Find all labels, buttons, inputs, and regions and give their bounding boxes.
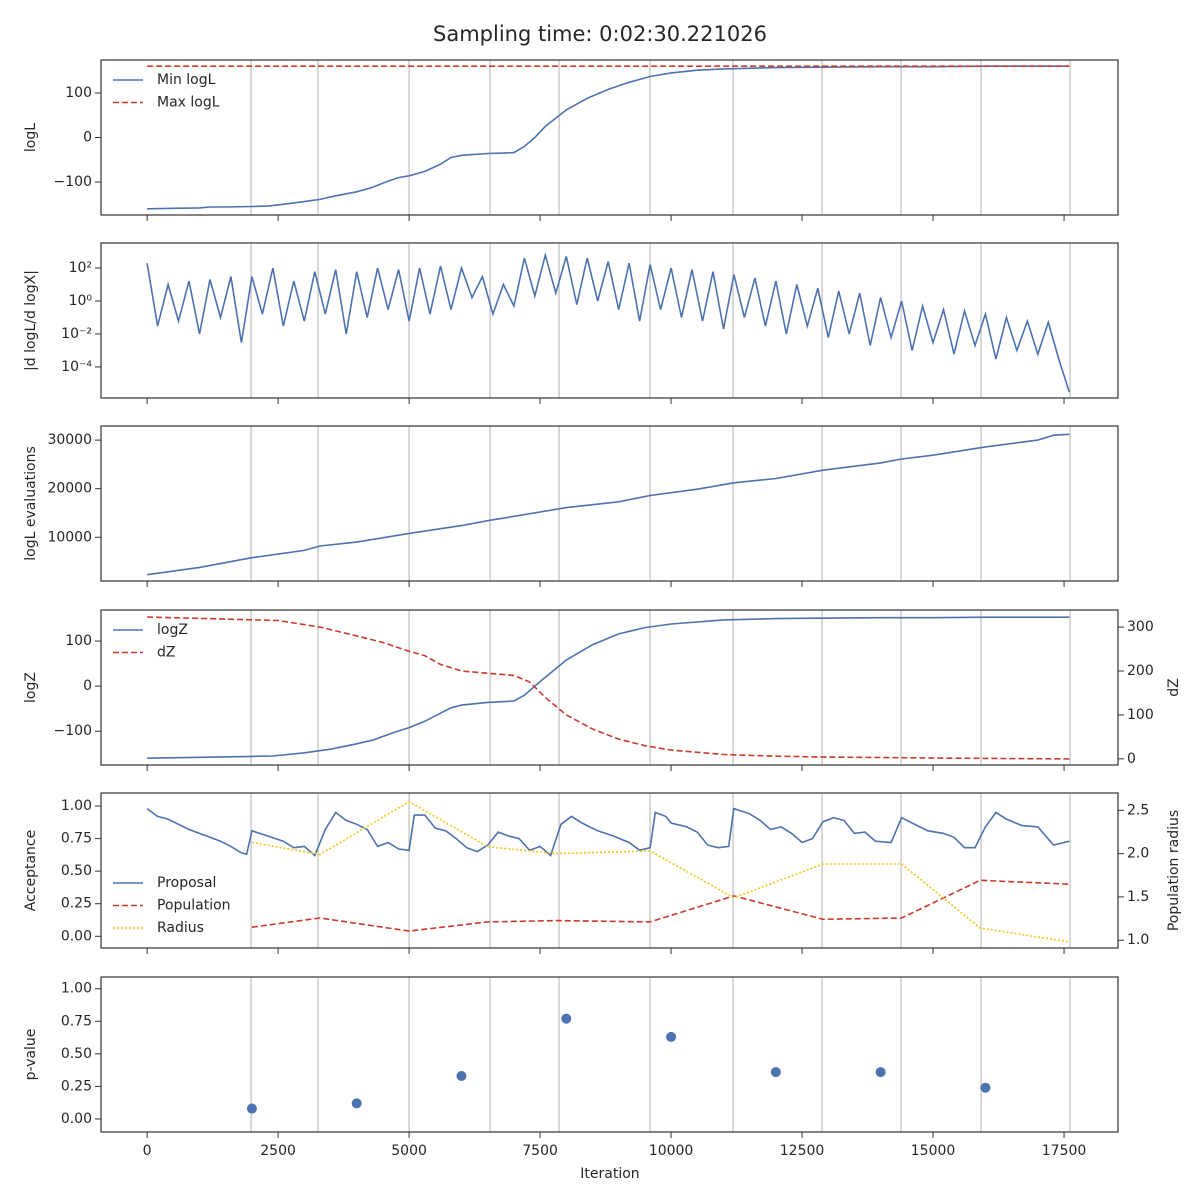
y2-tick-label: 2.0 [1127,846,1149,862]
y2-tick-label: 0 [1127,751,1136,767]
y-tick-label: 0.75 [61,831,92,847]
y2-tick-label: 200 [1127,663,1154,679]
y-tick-label: −100 [54,723,92,739]
y-axis-label: p-value [23,1029,39,1081]
y2-tick-label: 300 [1127,619,1154,635]
y-tick-label: 0.75 [61,1013,92,1029]
y-axis-label: Acceptance [23,830,39,911]
series-line [146,433,1070,576]
y-tick-label: 0.00 [61,928,92,944]
point [351,1098,362,1109]
y-tick-label: 20000 [47,481,92,497]
plot-frame [100,242,1119,399]
x-tick-label: 2500 [260,1143,296,1159]
x-tick-label: 12500 [780,1143,825,1159]
point [875,1067,886,1078]
y-tick-label: 0.25 [61,1078,92,1094]
y-tick-label: 10000 [47,529,92,545]
legend-label: dZ [157,645,175,661]
x-tick-label: 7500 [522,1143,558,1159]
y-axis-label: |d logL/d logX| [23,270,39,371]
series-line [147,616,1070,759]
y-tick-label: 0 [83,678,92,694]
point [561,1013,572,1024]
x-axis-label: Iteration [580,1166,639,1182]
plot-frame [100,609,1119,766]
legend-label: Proposal [157,875,216,891]
y-tick-label: 0 [83,130,92,146]
plot-frame [100,792,1119,949]
y-tick-label: 30000 [47,432,92,448]
y-tick-label: 10² [69,260,92,276]
series-line [146,807,1070,857]
point [456,1070,467,1081]
legend-label: Radius [157,920,204,936]
series-line [147,616,1070,760]
series-line [147,65,1070,210]
x-tick-label: 5000 [391,1143,427,1159]
y-tick-label: 0.25 [61,896,92,912]
plot-frame [100,425,1119,582]
y-tick-label: 0.50 [61,863,92,879]
series-line [251,800,1070,943]
y2-tick-label: 100 [1127,707,1154,723]
legend-label: Min logL [157,72,216,88]
y2-axis-label: dZ [1166,678,1182,696]
y-axis-label: logZ [23,672,39,703]
legend-label: logZ [157,622,188,638]
y-tick-label: 100 [65,85,92,101]
y2-axis-label: Population radius [1166,810,1182,931]
y-tick-label: 0.00 [61,1111,92,1127]
y-tick-label: −100 [54,174,92,190]
y2-tick-label: 1.5 [1127,889,1149,905]
y-tick-label: 0.50 [61,1046,92,1062]
y-tick-label: 1.00 [61,798,92,814]
y-tick-label: 1.00 [61,981,92,997]
plot-frame [100,976,1119,1133]
point [770,1067,781,1078]
chart-title: Sampling time: 0:02:30.221026 [433,22,767,46]
plot-frame [100,59,1119,216]
point [666,1031,677,1042]
x-tick-label: 0 [143,1143,152,1159]
y-axis-label: logL evaluations [23,446,39,561]
legend-label: Max logL [157,95,220,111]
y2-tick-label: 1.0 [1127,932,1149,948]
series-line [251,879,1070,932]
point [246,1103,257,1114]
x-tick-label: 17500 [1042,1143,1087,1159]
y-axis-label: logL [23,123,39,152]
x-tick-label: 10000 [649,1143,694,1159]
y-tick-label: 10⁰ [69,293,93,309]
legend-label: Population [157,898,231,914]
y2-tick-label: 2.5 [1127,802,1149,818]
x-tick-label: 15000 [911,1143,956,1159]
series-line [146,252,1071,393]
y-tick-label: 100 [65,633,92,649]
y-tick-label: 10⁻² [61,326,92,342]
point [980,1082,991,1093]
y-tick-label: 10⁻⁴ [61,359,92,375]
